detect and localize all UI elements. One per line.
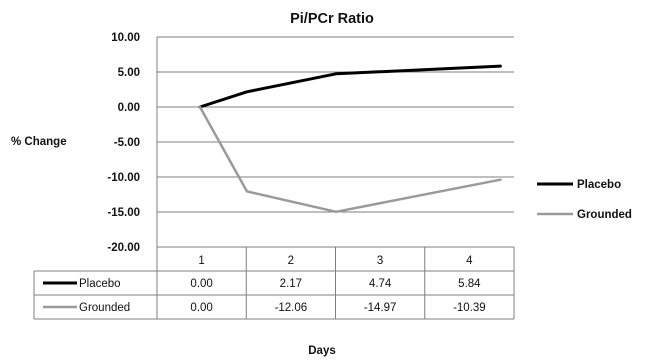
- y-tick-label: -5.00: [114, 137, 140, 149]
- table-cell: 4.74: [369, 278, 392, 290]
- x-tick-label: 1: [198, 255, 204, 267]
- table-cell: -14.97: [364, 302, 397, 314]
- series-line-placebo: [198, 64, 502, 109]
- y-tick-label: 10.00: [111, 32, 140, 44]
- x-tick-label: 3: [377, 255, 383, 267]
- y-tick-label: -15.00: [107, 207, 140, 219]
- x-tick-label: 4: [466, 255, 473, 267]
- table-cell: 2.17: [280, 278, 302, 290]
- y-tick-label: 0.00: [118, 102, 140, 114]
- y-axis-label: % Change: [11, 136, 67, 148]
- legend: Placebo Grounded: [537, 179, 632, 221]
- table-cell: 5.84: [458, 278, 481, 290]
- table-cell: -12.06: [275, 302, 308, 314]
- y-tick-label: 5.00: [118, 67, 140, 79]
- table-row-label: Grounded: [79, 302, 130, 314]
- y-tick-label: -10.00: [107, 172, 140, 184]
- x-tick-label: 2: [288, 255, 294, 267]
- legend-label: Grounded: [577, 209, 632, 221]
- y-axis-ticks: 10.00 5.00 0.00 -5.00 -10.00 -15.00 -20.00: [107, 32, 140, 254]
- chart-title: Pi/PCr Ratio: [290, 11, 374, 27]
- series-line-grounded: [198, 105, 502, 214]
- table-row-label: Placebo: [79, 278, 121, 290]
- table-cell: 0.00: [190, 302, 212, 314]
- y-tick-label: -20.00: [107, 242, 140, 254]
- x-axis-label: Days: [308, 345, 336, 357]
- legend-label: Placebo: [577, 179, 621, 191]
- data-table: 1 2 3 4 Placebo 0.00 2.17 4.74 5.84 Grounded 0.00 -…: [33, 246, 515, 320]
- table-cell: 0.00: [190, 278, 212, 290]
- table-cell: -10.39: [453, 302, 486, 314]
- plot-lines: [198, 64, 502, 214]
